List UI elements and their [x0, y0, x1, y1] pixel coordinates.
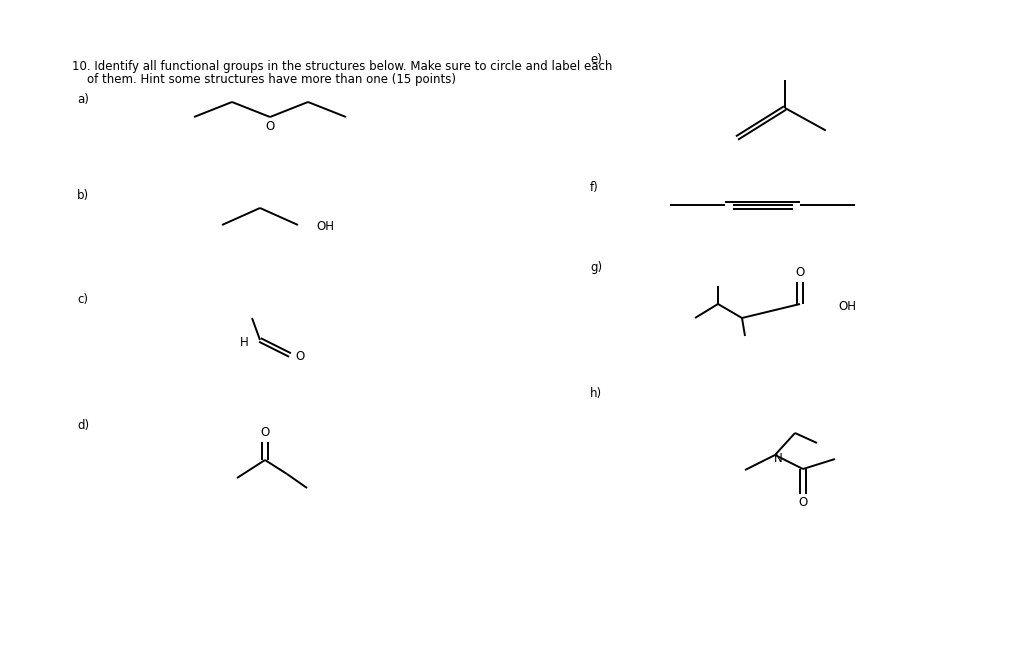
Text: of them. Hint some structures have more than one (15 points): of them. Hint some structures have more … [87, 73, 456, 86]
Text: O: O [265, 120, 274, 133]
Text: e): e) [590, 53, 602, 66]
Text: f): f) [590, 181, 599, 194]
Text: O: O [796, 267, 805, 279]
Text: c): c) [77, 294, 88, 307]
Text: N: N [773, 453, 782, 466]
Text: O: O [260, 426, 269, 440]
Text: OH: OH [838, 300, 856, 313]
Text: 10. Identify all functional groups in the structures below. Make sure to circle : 10. Identify all functional groups in th… [72, 60, 612, 73]
Text: a): a) [77, 93, 89, 106]
Text: O: O [295, 350, 304, 363]
Text: H: H [240, 336, 249, 350]
Text: d): d) [77, 419, 89, 432]
Text: b): b) [77, 189, 89, 202]
Text: h): h) [590, 386, 602, 399]
Text: g): g) [590, 261, 602, 275]
Text: OH: OH [316, 221, 334, 233]
Text: O: O [799, 497, 808, 509]
